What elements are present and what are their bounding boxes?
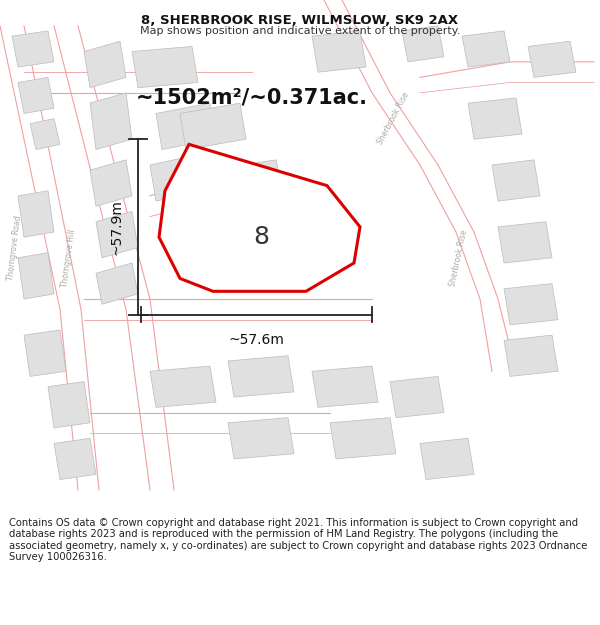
Polygon shape <box>18 253 54 299</box>
Text: Sherbrook Rise: Sherbrook Rise <box>449 229 469 287</box>
Polygon shape <box>84 41 126 88</box>
Text: Thorngrove Road: Thorngrove Road <box>7 214 23 281</box>
Polygon shape <box>150 154 204 201</box>
Polygon shape <box>96 211 138 258</box>
Polygon shape <box>504 335 558 376</box>
Polygon shape <box>30 119 60 149</box>
Polygon shape <box>90 92 132 149</box>
Polygon shape <box>12 31 54 67</box>
Polygon shape <box>402 26 444 62</box>
Polygon shape <box>228 356 294 397</box>
Polygon shape <box>18 78 54 114</box>
Polygon shape <box>96 263 138 304</box>
Text: Map shows position and indicative extent of the property.: Map shows position and indicative extent… <box>140 26 460 36</box>
Polygon shape <box>18 191 54 237</box>
Polygon shape <box>492 160 540 201</box>
Polygon shape <box>462 31 510 67</box>
Text: ~1502m²/~0.371ac.: ~1502m²/~0.371ac. <box>136 88 368 108</box>
Polygon shape <box>420 438 474 479</box>
Polygon shape <box>24 330 66 376</box>
Polygon shape <box>132 46 198 88</box>
Polygon shape <box>312 31 366 72</box>
Polygon shape <box>180 103 246 149</box>
Polygon shape <box>504 284 558 325</box>
Polygon shape <box>390 376 444 418</box>
Text: 8, SHERBROOK RISE, WILMSLOW, SK9 2AX: 8, SHERBROOK RISE, WILMSLOW, SK9 2AX <box>142 14 458 27</box>
Polygon shape <box>468 98 522 139</box>
Polygon shape <box>159 144 360 291</box>
Polygon shape <box>210 160 282 201</box>
Text: ~57.6m: ~57.6m <box>229 332 284 347</box>
Polygon shape <box>150 366 216 408</box>
Polygon shape <box>240 211 306 252</box>
Polygon shape <box>312 366 378 408</box>
Text: Sherbrook Rise: Sherbrook Rise <box>376 91 410 146</box>
Polygon shape <box>498 222 552 263</box>
Polygon shape <box>228 418 294 459</box>
Polygon shape <box>156 103 216 149</box>
Text: Thorngrove Hill: Thorngrove Hill <box>61 228 77 288</box>
Polygon shape <box>528 41 576 78</box>
Polygon shape <box>48 381 90 428</box>
Text: Contains OS data © Crown copyright and database right 2021. This information is : Contains OS data © Crown copyright and d… <box>9 518 587 562</box>
Polygon shape <box>90 160 132 206</box>
Text: 8: 8 <box>253 225 269 249</box>
Polygon shape <box>54 438 96 479</box>
Text: ~57.9m: ~57.9m <box>109 199 123 255</box>
Polygon shape <box>330 418 396 459</box>
